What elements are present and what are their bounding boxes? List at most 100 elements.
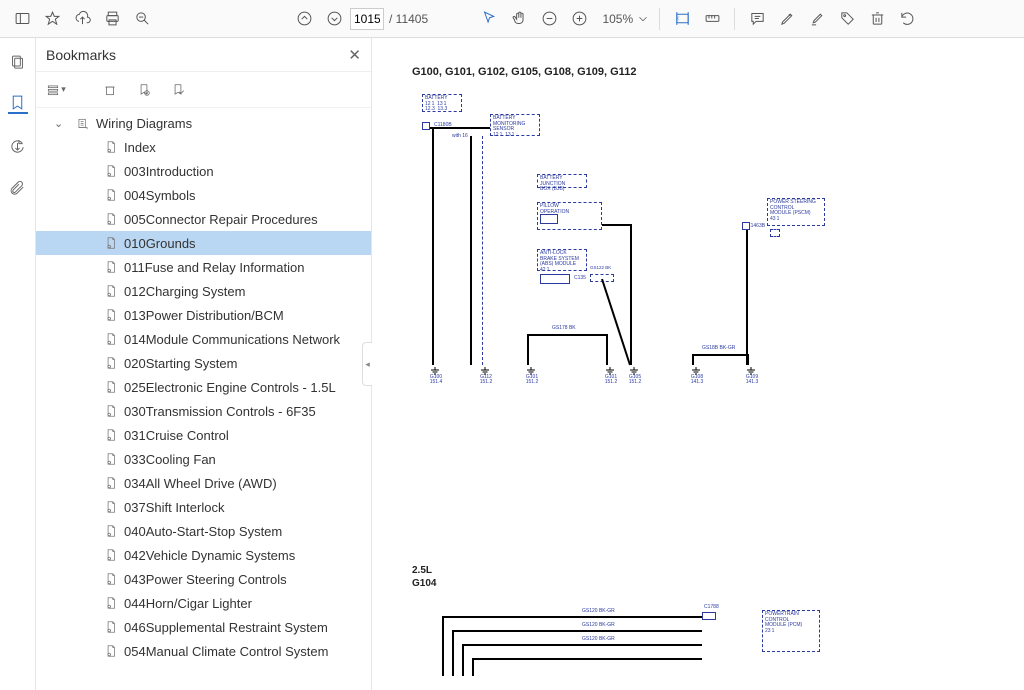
- tree-item[interactable]: 011Fuse and Relay Information: [36, 255, 371, 279]
- page-icon: [104, 236, 118, 250]
- tree-item[interactable]: 003Introduction: [36, 159, 371, 183]
- page-up-icon[interactable]: [290, 5, 318, 33]
- folder-icon: [76, 117, 90, 131]
- connector-node: [540, 214, 558, 224]
- tree-item-label: 025Electronic Engine Controls - 1.5L: [124, 380, 336, 395]
- add-bookmark-icon[interactable]: [134, 80, 154, 100]
- fit-width-icon[interactable]: [668, 5, 696, 33]
- tree-item[interactable]: 030Transmission Controls - 6F35: [36, 399, 371, 423]
- connector-node: [742, 222, 750, 230]
- tree-item[interactable]: Index: [36, 135, 371, 159]
- tree-item-label: 054Manual Climate Control System: [124, 644, 328, 659]
- tree-item[interactable]: 031Cruise Control: [36, 423, 371, 447]
- tree-item[interactable]: 013Power Distribution/BCM: [36, 303, 371, 327]
- delete-bookmark-icon[interactable]: [100, 80, 120, 100]
- tree-item[interactable]: 043Power Steering Controls: [36, 567, 371, 591]
- page-title: G100, G101, G102, G105, G108, G109, G112: [412, 66, 984, 78]
- page-down-icon[interactable]: [320, 5, 348, 33]
- options-icon[interactable]: ▾: [46, 80, 66, 100]
- sidebar-toggle-icon[interactable]: [8, 5, 36, 33]
- section-subtitle: 2.5L G104: [412, 564, 984, 590]
- tree-item[interactable]: 004Symbols: [36, 183, 371, 207]
- zoom-in-icon[interactable]: [565, 5, 593, 33]
- undo-icon[interactable]: [893, 5, 921, 33]
- wire: [692, 354, 694, 365]
- tree-item-label: 030Transmission Controls - 6F35: [124, 404, 316, 419]
- collapse-sidebar-handle[interactable]: ◂: [362, 342, 372, 386]
- pscm-box: POWER STEERING CONTROL MODULE (PSCM) 43 …: [767, 198, 825, 226]
- wire: [747, 354, 749, 365]
- page-icon: [104, 524, 118, 538]
- close-icon[interactable]: ✕: [348, 46, 361, 64]
- trash-icon[interactable]: [863, 5, 891, 33]
- tree-item[interactable]: 033Cooling Fan: [36, 447, 371, 471]
- ground-label: G101151.2: [601, 375, 621, 385]
- tree-item[interactable]: 020Starting System: [36, 351, 371, 375]
- tree-item[interactable]: 054Manual Climate Control System: [36, 639, 371, 663]
- tree-item[interactable]: 025Electronic Engine Controls - 1.5L: [36, 375, 371, 399]
- star-icon[interactable]: [38, 5, 66, 33]
- wire: [692, 354, 749, 356]
- wire: [430, 127, 490, 129]
- tree-item-label: 011Fuse and Relay Information: [124, 260, 304, 275]
- tree-root-item[interactable]: ⌄ Wiring Diagrams: [36, 112, 371, 135]
- sync-tab[interactable]: [8, 136, 28, 156]
- ground-label: G100151.4: [426, 375, 446, 385]
- tree-item-label: 040Auto-Start-Stop System: [124, 524, 282, 539]
- search-icon[interactable]: [128, 5, 156, 33]
- document-view[interactable]: G100, G101, G102, G105, G108, G109, G112…: [372, 38, 1024, 690]
- tree-item[interactable]: 005Connector Repair Procedures: [36, 207, 371, 231]
- wire: [606, 334, 608, 365]
- connector-node: [540, 274, 570, 284]
- page-icon: [104, 596, 118, 610]
- ruler-icon[interactable]: [698, 5, 726, 33]
- attachments-tab[interactable]: [8, 178, 28, 198]
- bookmarks-tab[interactable]: [8, 94, 28, 114]
- bjb-box: BATTERY JUNCTION BOX (BJB): [537, 174, 587, 188]
- zoom-out-icon[interactable]: [535, 5, 563, 33]
- tree-item-label: 031Cruise Control: [124, 428, 229, 443]
- wire: [746, 230, 748, 365]
- tree-item[interactable]: 014Module Communications Network: [36, 327, 371, 351]
- connector-label: C1788: [704, 605, 719, 610]
- tag-icon[interactable]: [833, 5, 861, 33]
- tree-item[interactable]: 040Auto-Start-Stop System: [36, 519, 371, 543]
- page-icon: [104, 476, 118, 490]
- page-number-input[interactable]: [350, 8, 384, 30]
- tree-item[interactable]: 042Vehicle Dynamic Systems: [36, 543, 371, 567]
- ground-label: G112151.2: [476, 375, 496, 385]
- tree-item-label: 014Module Communications Network: [124, 332, 340, 347]
- tree-item[interactable]: 046Supplemental Restraint System: [36, 615, 371, 639]
- page-icon: [104, 164, 118, 178]
- print-icon[interactable]: [98, 5, 126, 33]
- zoom-dropdown-icon[interactable]: [635, 5, 651, 33]
- tree-item[interactable]: 010Grounds: [36, 231, 371, 255]
- thumbnails-tab[interactable]: [8, 52, 28, 72]
- pcm-box: POWERTRAIN CONTROL MODULE (PCM) 23 1: [762, 610, 820, 652]
- ground-label: G109141.3: [742, 375, 762, 385]
- page-icon: [104, 548, 118, 562]
- connector-node: [702, 612, 716, 620]
- tree-item[interactable]: 012Charging System: [36, 279, 371, 303]
- ground-label: G108141.3: [687, 375, 707, 385]
- tree-root-label: Wiring Diagrams: [96, 116, 192, 131]
- wire: [442, 616, 444, 676]
- highlighter-icon[interactable]: [803, 5, 831, 33]
- bms-box: BATTERY MONITORING SENSOR 12 1 13 1: [490, 114, 540, 136]
- pencil-icon[interactable]: [773, 5, 801, 33]
- bookmarks-tree[interactable]: ⌄ Wiring Diagrams Index003Introduction00…: [36, 108, 371, 690]
- bookmark-check-icon[interactable]: [168, 80, 188, 100]
- tree-item[interactable]: 037Shift Interlock: [36, 495, 371, 519]
- wire: [470, 136, 472, 365]
- vertical-tabs: [0, 38, 36, 690]
- tree-item[interactable]: 034All Wheel Drive (AWD): [36, 471, 371, 495]
- hand-icon[interactable]: [505, 5, 533, 33]
- upload-icon[interactable]: [68, 5, 96, 33]
- page-icon: [104, 356, 118, 370]
- tree-item-label: 033Cooling Fan: [124, 452, 216, 467]
- chevron-down-icon[interactable]: ⌄: [54, 117, 63, 130]
- pointer-icon[interactable]: [475, 5, 503, 33]
- tree-item-label: 046Supplemental Restraint System: [124, 620, 328, 635]
- comment-icon[interactable]: [743, 5, 771, 33]
- tree-item[interactable]: 044Horn/Cigar Lighter: [36, 591, 371, 615]
